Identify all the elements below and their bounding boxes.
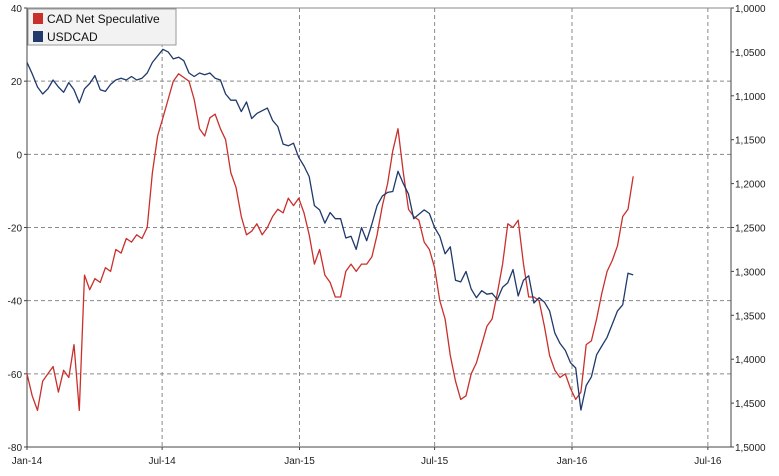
usdcad-line	[26, 48, 634, 411]
y-right-tick-label: 1,1500	[735, 136, 766, 147]
series-layer	[26, 48, 634, 412]
x-tick-label: Jan-14	[12, 456, 43, 467]
y-right-tick-label: 1,1000	[735, 92, 766, 103]
y-left-tick-label: -60	[8, 370, 23, 381]
legend-swatch	[33, 13, 43, 24]
legend-label: CAD Net Speculative	[47, 12, 160, 26]
tick-labels: 40 20 0 -20 -40 -60 -80 1,0000 1,0500 1,1000 1,150…	[8, 4, 766, 467]
y-right-tick-label: 1,2500	[735, 224, 766, 235]
y-right-tick-label: 1,3000	[735, 267, 766, 278]
legend-swatch	[33, 31, 43, 42]
y-right-tick-label: 1,4000	[735, 355, 766, 366]
y-left-tick-label: -80	[8, 443, 23, 454]
y-left-tick-label: -40	[8, 297, 23, 308]
y-left-tick-label: 40	[11, 4, 23, 15]
y-right-tick-label: 1,2000	[735, 180, 766, 191]
x-tick-label: Jul-16	[694, 456, 722, 467]
y-left-tick-label: 20	[11, 77, 23, 88]
y-left-tick-label: 0	[16, 150, 22, 161]
axes	[24, 7, 734, 450]
y-right-tick-label: 1,5000	[735, 443, 766, 454]
y-right-tick-label: 1,0500	[735, 48, 766, 59]
legend: CAD Net Speculative USDCAD	[27, 8, 177, 46]
y-right-tick-label: 1,3500	[735, 311, 766, 322]
y-left-tick-label: -20	[8, 224, 23, 235]
x-tick-label: Jul-14	[149, 456, 177, 467]
x-tick-label: Jul-15	[421, 456, 449, 467]
legend-label: USDCAD	[47, 30, 98, 44]
x-tick-label: Jan-16	[557, 456, 588, 467]
x-tick-label: Jan-15	[284, 456, 315, 467]
y-right-tick-label: 1,0000	[735, 4, 766, 15]
legend-box	[27, 8, 177, 46]
y-right-tick-label: 1,4500	[735, 399, 766, 410]
